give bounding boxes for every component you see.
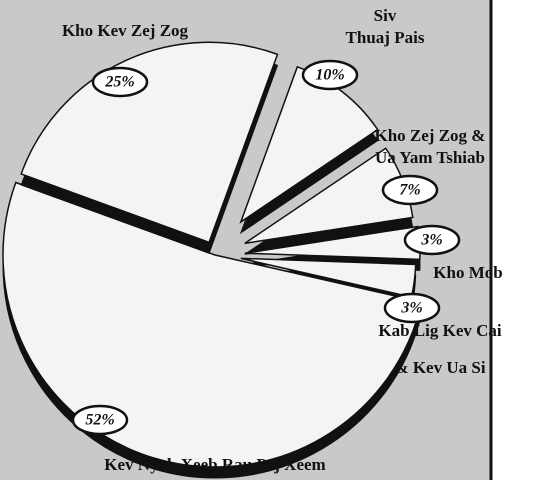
category-label: Kho Zej Zog &: [375, 126, 486, 145]
category-label: Thuaj Pais: [346, 28, 425, 47]
category-label: Ua Yam Tshiab: [375, 148, 485, 167]
label-bubble: [381, 174, 439, 206]
category-label: Kev Nyab Xeeb Rau Pej Xeem: [104, 455, 325, 474]
value-label: 3%: [400, 300, 422, 317]
slice: [20, 41, 279, 244]
value-label: 7%: [399, 182, 420, 199]
label-bubble: [403, 224, 461, 256]
category-label: Kab Lig Kev Cai: [378, 321, 502, 340]
slice: [239, 65, 379, 224]
label-bubble: [91, 66, 149, 98]
category-label: Kho Mob: [433, 263, 502, 282]
label-bubble: [301, 59, 359, 91]
label-bubble: [383, 292, 441, 324]
category-label: Siv: [374, 6, 397, 25]
slice: [2, 181, 423, 468]
side-panel: [490, 0, 533, 480]
value-label: 10%: [315, 67, 344, 84]
value-label: 52%: [85, 412, 114, 429]
category-label: & Kev Ua Si: [394, 358, 485, 377]
category-label: Kho Kev Zej Zog: [62, 21, 189, 40]
label-bubble: [71, 404, 129, 436]
value-label: 25%: [104, 74, 134, 91]
value-label: 3%: [420, 232, 442, 249]
